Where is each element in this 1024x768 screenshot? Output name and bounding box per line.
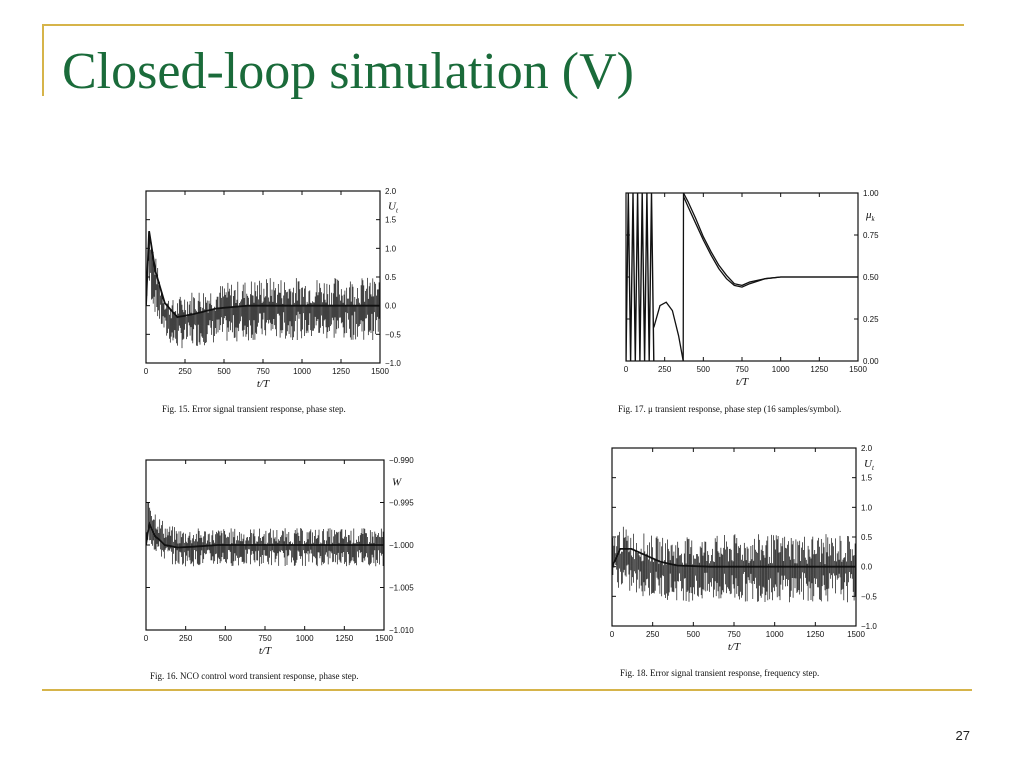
fig16-x-tick-label: 1250: [335, 634, 353, 643]
fig17-y-tick-label: 0.25: [863, 315, 879, 324]
fig15-y-tick-label: 0.0: [385, 302, 397, 311]
fig15-x-tick-label: 250: [178, 367, 192, 376]
frame-top-rule: [42, 24, 964, 26]
fig15-x-tick-label: 0: [144, 367, 149, 376]
fig16-series-line: [146, 520, 384, 549]
fig15-y-tick-label: 1.5: [385, 216, 397, 225]
fig18-x-tick-label: 1500: [847, 630, 865, 639]
fig18-x-tick-label: 1000: [766, 630, 784, 639]
fig17-series-line: [653, 301, 684, 361]
fig15-x-tick-label: 1250: [332, 367, 350, 376]
fig16-x-tick-label: 0: [144, 634, 149, 643]
fig16-x-tick-label: 1000: [296, 634, 314, 643]
fig18-x-tick-label: 0: [610, 630, 615, 639]
fig15-y-tick-label: 1.0: [385, 244, 397, 253]
fig17-x-tick-label: 250: [658, 365, 672, 374]
fig17-y-tick-label: 0.50: [863, 273, 879, 282]
fig18-y-axis-label: Ut: [864, 458, 875, 472]
fig18-panel: 0 250 500 750 1000 1250 1500 −1.0 −0.5 0.0 0.5 1.0 1…: [606, 440, 896, 665]
fig18-traces: [612, 526, 856, 603]
fig18-series-line: [612, 548, 856, 568]
frame-bottom-rule: [42, 689, 972, 691]
fig17-x-axis-label: t/T: [736, 376, 749, 388]
fig18-y-tick-label: 2.0: [861, 444, 873, 453]
fig16-x-tick-label: 250: [179, 634, 193, 643]
fig18-y-tick-label: 0.5: [861, 533, 873, 542]
page-number: 27: [955, 728, 970, 743]
fig18-y-tick-label: 1.5: [861, 474, 873, 483]
fig18-y-tick-label: 0.0: [861, 563, 873, 572]
fig15-y-axis-label: Ut: [388, 200, 399, 214]
fig17-y-tick-label: 1.00: [863, 189, 879, 198]
fig17-y-tick-label: 0.75: [863, 231, 879, 240]
fig18-y-tick-label: 1.0: [861, 503, 873, 512]
fig17-x-tick-label: 1250: [810, 365, 828, 374]
fig18-x-tick-label: 1250: [806, 630, 824, 639]
fig17-x-tick-label: 0: [624, 365, 629, 374]
fig15-caption: Fig. 15. Error signal transient response…: [162, 404, 346, 414]
fig15-x-tick-label: 1500: [371, 367, 389, 376]
fig15-y-tick-label: −0.5: [385, 330, 401, 339]
fig15-series-line: [146, 230, 380, 319]
fig15-y-tick-label: −1.0: [385, 359, 401, 368]
fig15-y-tick-label: 2.0: [385, 187, 397, 196]
fig15-panel: 0 250 500 750 1000 1250 1500 −1.0 −0.5 0.0 0.5 1.0 1…: [140, 185, 420, 395]
fig17-y-tick-label: 0.00: [863, 357, 879, 366]
slide-title: Closed-loop simulation (V): [62, 43, 634, 100]
fig16-y-tick-label: −1.010: [389, 626, 414, 635]
fig17-panel: 0 250 500 750 1000 1250 1500 0.00 0.25 0.50 0.75 1.…: [620, 185, 900, 395]
fig16-caption: Fig. 16. NCO control word transient resp…: [150, 671, 359, 681]
fig18-chart: 0 250 500 750 1000 1250 1500−1.0 −0.5 0.0 0.5 1.0 1…: [610, 444, 878, 653]
fig16-y-tick-label: −1.000: [389, 541, 414, 550]
frame-left-rule: [42, 24, 44, 96]
fig15-plot-frame: [145, 190, 381, 364]
fig18-y-tick-label: −1.0: [861, 622, 877, 631]
fig17-traces: [626, 193, 858, 361]
fig17-x-tick-label: 500: [697, 365, 711, 374]
fig15-x-tick-label: 750: [256, 367, 270, 376]
fig16-y-tick-label: −1.005: [389, 584, 414, 593]
fig17-caption: Fig. 17. μ transient response, phase ste…: [618, 404, 842, 414]
fig17-x-tick-label: 1500: [849, 365, 867, 374]
fig17-series-line: [682, 196, 858, 288]
fig15-x-axis-label: t/T: [257, 378, 270, 390]
fig16-x-tick-label: 1500: [375, 634, 393, 643]
fig18-x-axis-label: t/T: [728, 641, 741, 653]
fig16-y-tick-label: −0.990: [389, 456, 414, 465]
fig18-x-tick-label: 750: [727, 630, 741, 639]
fig17-x-tick-label: 750: [735, 365, 749, 374]
fig15-x-tick-label: 500: [217, 367, 231, 376]
fig16-series-noisy: [146, 502, 384, 567]
fig17-x-tick-label: 1000: [772, 365, 790, 374]
fig16-traces: [146, 502, 384, 567]
fig18-x-tick-label: 250: [646, 630, 660, 639]
fig15-y-tick-label: 0.5: [385, 273, 397, 282]
fig16-panel: 0 250 500 750 1000 1250 1500 −1.010 −1.005 −1.000…: [140, 452, 430, 667]
fig15-traces: [146, 230, 380, 349]
fig15-x-tick-label: 1000: [293, 367, 311, 376]
fig18-x-tick-label: 500: [687, 630, 701, 639]
fig16-x-tick-label: 500: [219, 634, 233, 643]
fig18-y-tick-label: −0.5: [861, 592, 877, 601]
fig16-x-axis-label: t/T: [259, 645, 272, 657]
fig16-y-axis-label: W: [392, 476, 402, 488]
fig16-chart: 0 250 500 750 1000 1250 1500−1.010 −1.005 −1.000…: [144, 456, 414, 657]
fig18-caption: Fig. 18. Error signal transient response…: [620, 668, 820, 678]
fig17-y-axis-label: μk: [865, 209, 876, 223]
fig16-y-tick-label: −0.995: [389, 499, 414, 508]
fig15-chart: 0 250 500 750 1000 1250 1500−1.0 −0.5 0.0 0.5 1.0 1…: [144, 187, 402, 390]
fig16-x-tick-label: 750: [258, 634, 272, 643]
